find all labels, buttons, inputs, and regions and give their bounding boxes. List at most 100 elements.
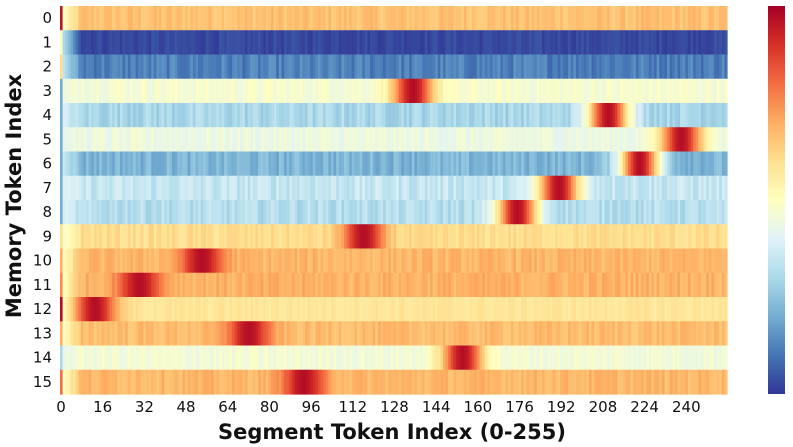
- heatmap-cell: [112, 248, 116, 274]
- heatmap-cell: [609, 6, 613, 31]
- heatmap-cell: [641, 54, 645, 80]
- heatmap-cell: [99, 369, 103, 395]
- heatmap-cell: [487, 224, 491, 250]
- heatmap-cell: [476, 369, 481, 395]
- heatmap-cell: [502, 321, 507, 347]
- heatmap-cell: [667, 175, 671, 201]
- heatmap-cell: [706, 78, 710, 104]
- heatmap-cell: [221, 297, 225, 322]
- heatmap-cell: [627, 345, 632, 371]
- heatmap-cell: [390, 248, 395, 274]
- heatmap-cell: [125, 345, 129, 371]
- heatmap-cell: [218, 6, 223, 31]
- heatmap-cell: [409, 127, 413, 153]
- heatmap-cell: [198, 200, 202, 225]
- heatmap-cell: [226, 54, 230, 80]
- heatmap-cell: [372, 103, 376, 128]
- heatmap-cell: [216, 369, 220, 395]
- heatmap-cell: [344, 248, 348, 274]
- heatmap-cell: [302, 30, 306, 56]
- heatmap-cell: [463, 345, 468, 371]
- heatmap-cell: [544, 272, 548, 298]
- heatmap-cell: [88, 30, 92, 56]
- heatmap-cell: [143, 127, 147, 153]
- heatmap-cell: [713, 175, 718, 201]
- heatmap-cell: [328, 175, 332, 201]
- heatmap-cell: [208, 175, 212, 201]
- heatmap-cell: [458, 248, 462, 274]
- heatmap-cell: [502, 297, 507, 322]
- heatmap-cell: [484, 175, 488, 201]
- heatmap-cell: [242, 151, 246, 177]
- heatmap-cell: [440, 297, 444, 322]
- heatmap-cell: [435, 272, 439, 298]
- heatmap-cell: [302, 54, 306, 80]
- heatmap-cell: [635, 151, 640, 177]
- heatmap-cell: [456, 369, 460, 395]
- heatmap-cell: [497, 369, 501, 395]
- heatmap-cell: [476, 200, 481, 225]
- heatmap-cell: [385, 248, 389, 274]
- heatmap-cell: [719, 321, 723, 347]
- heatmap-cell: [450, 6, 455, 31]
- heatmap-cell: [534, 175, 538, 201]
- y-tick-label: 1: [42, 33, 52, 51]
- heatmap-cell: [112, 30, 116, 56]
- heatmap-cell: [231, 321, 236, 347]
- heatmap-cell: [622, 54, 626, 80]
- heatmap-cell: [419, 6, 423, 31]
- heatmap-cell: [312, 175, 316, 201]
- heatmap-cell: [583, 248, 587, 274]
- heatmap-cell: [542, 127, 546, 153]
- heatmap-cell: [302, 224, 306, 250]
- heatmap-cell: [208, 272, 212, 298]
- heatmap-cell: [205, 345, 210, 371]
- heatmap-cell: [549, 200, 554, 225]
- heatmap-cell: [258, 345, 262, 371]
- heatmap-cell: [607, 175, 611, 201]
- heatmap-cell: [315, 248, 319, 274]
- heatmap-cell: [620, 30, 624, 56]
- heatmap-cell: [635, 103, 640, 128]
- heatmap-cell: [338, 103, 342, 128]
- heatmap-cell: [680, 103, 684, 128]
- heatmap-cell: [489, 345, 494, 371]
- heatmap-cell: [599, 127, 603, 153]
- heatmap-cell: [109, 248, 113, 274]
- heatmap-cell: [422, 321, 426, 347]
- heatmap-cell: [271, 297, 275, 322]
- heatmap-cell: [711, 127, 715, 153]
- heatmap-cell: [237, 321, 241, 347]
- heatmap-cell: [93, 6, 98, 31]
- heatmap-cell: [119, 369, 124, 395]
- heatmap-cell: [627, 54, 632, 80]
- heatmap-cell: [62, 248, 66, 274]
- heatmap-cell: [67, 321, 72, 347]
- heatmap-cell: [385, 321, 389, 347]
- heatmap-cell: [695, 272, 699, 298]
- heatmap-cell: [88, 103, 92, 128]
- heatmap-cell: [388, 6, 392, 31]
- heatmap-cell: [226, 175, 230, 201]
- heatmap-cell: [716, 54, 720, 80]
- heatmap-cell: [505, 151, 509, 177]
- heatmap-cell: [192, 78, 197, 104]
- heatmap-cell: [224, 6, 228, 31]
- heatmap-cell: [435, 248, 439, 274]
- heatmap-cell: [555, 103, 559, 128]
- heatmap-cell: [489, 369, 494, 395]
- heatmap-cell: [218, 200, 223, 225]
- heatmap-cell: [659, 151, 663, 177]
- heatmap-cell: [200, 200, 204, 225]
- heatmap-cell: [60, 151, 64, 177]
- heatmap-cell: [135, 369, 139, 395]
- heatmap-cell: [291, 103, 296, 128]
- heatmap-cell: [148, 103, 152, 128]
- heatmap-cell: [716, 103, 720, 128]
- heatmap-cell: [260, 151, 264, 177]
- heatmap-cell: [416, 248, 421, 274]
- heatmap-cell: [307, 272, 311, 298]
- heatmap-cell: [101, 200, 105, 225]
- heatmap-cell: [453, 103, 457, 128]
- heatmap-cell: [239, 224, 243, 250]
